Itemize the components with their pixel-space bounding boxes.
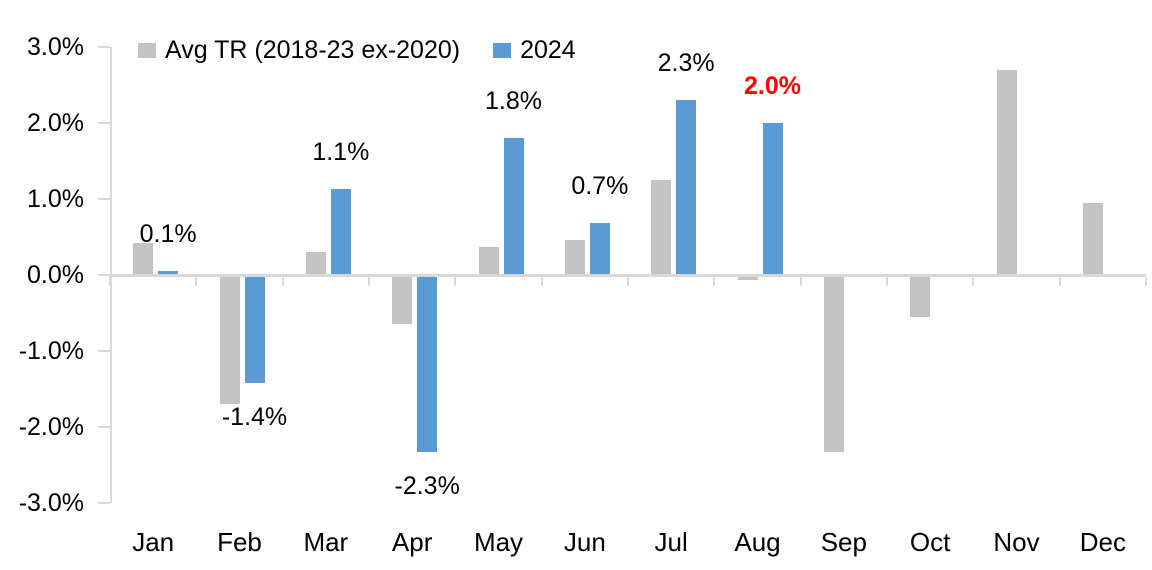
chart-legend: Avg TR (2018-23 ex-2020) 2024 [138,35,576,64]
y-label-0.0%: 0.0% [27,261,84,289]
x-tick-3 [368,276,370,286]
x-label-feb: Feb [217,527,262,557]
bar-avg-tr-dec [1082,202,1103,275]
bar-avg-tr-sep [823,275,844,453]
y-tick-3.0% [98,46,110,48]
y-tick-1.0% [98,198,110,200]
bar-2024-may [503,138,524,275]
x-label-mar: Mar [303,527,349,557]
x-label-jul: Jul [654,527,688,557]
x-label-apr: Apr [391,527,433,557]
legend-swatch-avg-tr [138,42,156,58]
y-label-2.0%: 2.0% [27,109,84,137]
bar-avg-tr-nov [996,69,1017,275]
bar-2024-aug [762,123,783,275]
y-label-1.0%: 1.0% [27,185,84,213]
y-tick--3.0% [98,502,110,504]
data-label-jun: 0.7% [571,172,629,201]
data-label-jan: 0.1% [139,220,197,249]
bar-2024-jan [158,271,179,275]
x-tick-6 [627,276,629,286]
x-tick-12 [1145,276,1147,286]
x-label-dec: Dec [1079,527,1126,557]
bar-avg-tr-may [478,246,499,275]
data-label-apr: -2.3% [394,472,460,501]
data-label-feb: -1.4% [221,402,288,431]
legend-label-avg-tr: Avg TR (2018-23 ex-2020) [165,35,461,64]
x-label-jan: Jan [132,527,175,557]
y-tick-2.0% [98,122,110,124]
x-tick-8 [799,276,802,286]
bar-2024-feb [244,275,265,383]
data-label-mar: 1.1% [312,138,370,167]
bar-avg-tr-apr [392,275,413,325]
x-tick-2 [281,276,284,286]
bar-avg-tr-oct [910,275,931,317]
bar-2024-mar [330,189,351,275]
x-tick-10 [972,276,975,286]
legend-label-2024: 2024 [520,35,576,64]
x-label-jun: Jun [563,527,606,557]
x-label-oct: Oct [909,527,951,557]
bar-avg-tr-mar [305,252,326,275]
x-tick-4 [454,276,457,286]
y-tick--2.0% [98,426,110,428]
legend-swatch-2024 [493,42,512,58]
bar-2024-jun [589,223,610,275]
x-label-aug: Aug [734,527,781,557]
x-tick-5 [540,276,543,286]
x-tick-7 [713,276,716,286]
data-label-aug: 2.0% [744,72,801,100]
x-tick-9 [886,276,888,286]
bar-avg-tr-feb [219,275,240,405]
bar-2024-jul [676,100,697,275]
x-label-nov: Nov [993,527,1040,557]
bar-avg-tr-jan [133,243,154,275]
bar-avg-tr-aug [737,275,758,281]
bar-avg-tr-jul [651,180,672,275]
y-tick--1.0% [98,350,110,352]
data-label-jul: 2.3% [657,49,715,78]
x-label-may: May [473,527,524,557]
y-label--1.0%: -1.0% [18,337,84,365]
y-label-3.0%: 3.0% [27,33,84,61]
bar-2024-apr [417,275,438,453]
y-tick-0.0% [98,274,110,276]
x-tick-1 [195,276,198,286]
x-tick-11 [1058,276,1061,286]
x-label-sep: Sep [820,527,867,557]
y-label--3.0%: -3.0% [18,489,84,517]
data-label-may: 1.8% [485,87,542,116]
y-label--2.0%: -2.0% [18,413,84,441]
x-axis-line [110,273,1146,277]
bar-avg-tr-jun [564,240,585,275]
